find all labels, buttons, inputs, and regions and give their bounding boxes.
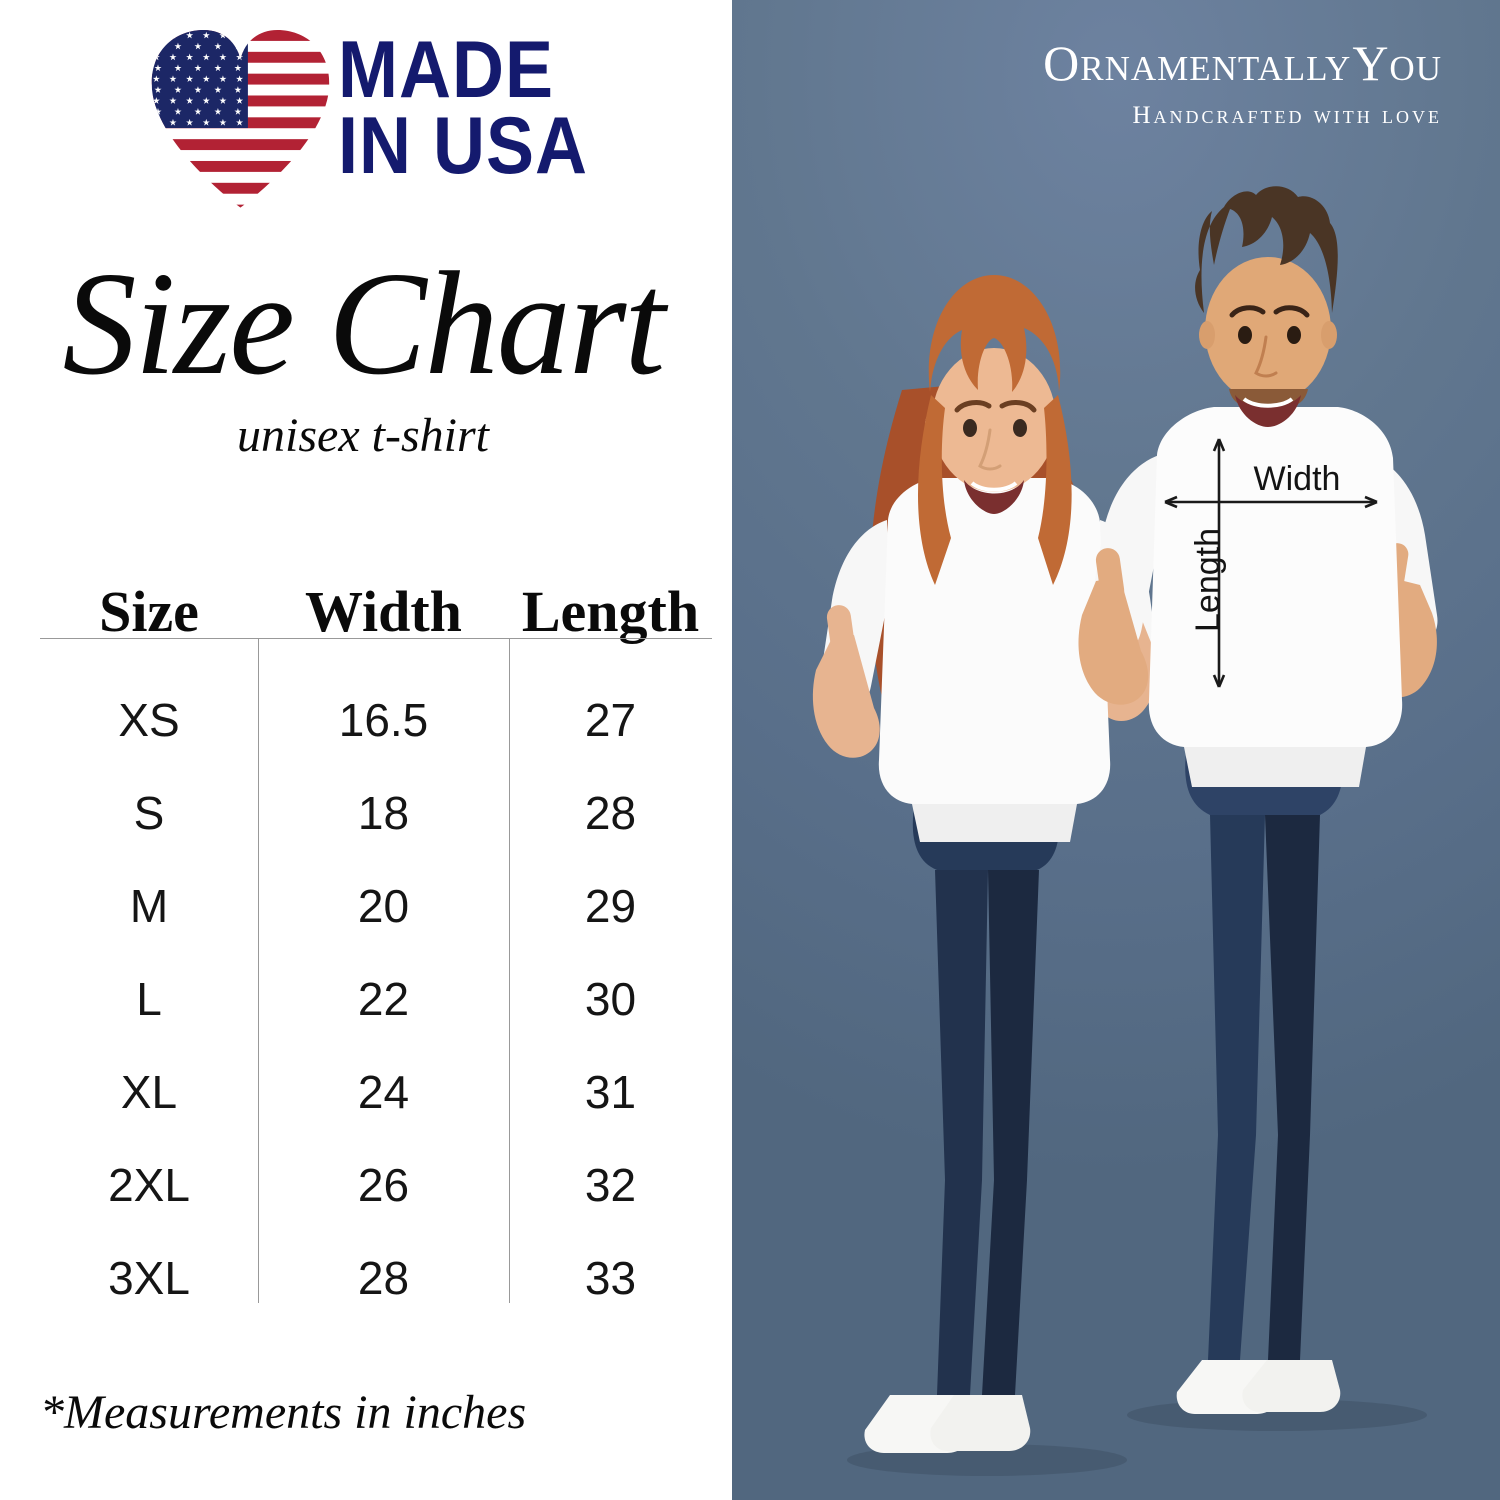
svg-text:Width: Width bbox=[1254, 460, 1341, 498]
svg-text:Length: Length bbox=[1189, 528, 1227, 632]
